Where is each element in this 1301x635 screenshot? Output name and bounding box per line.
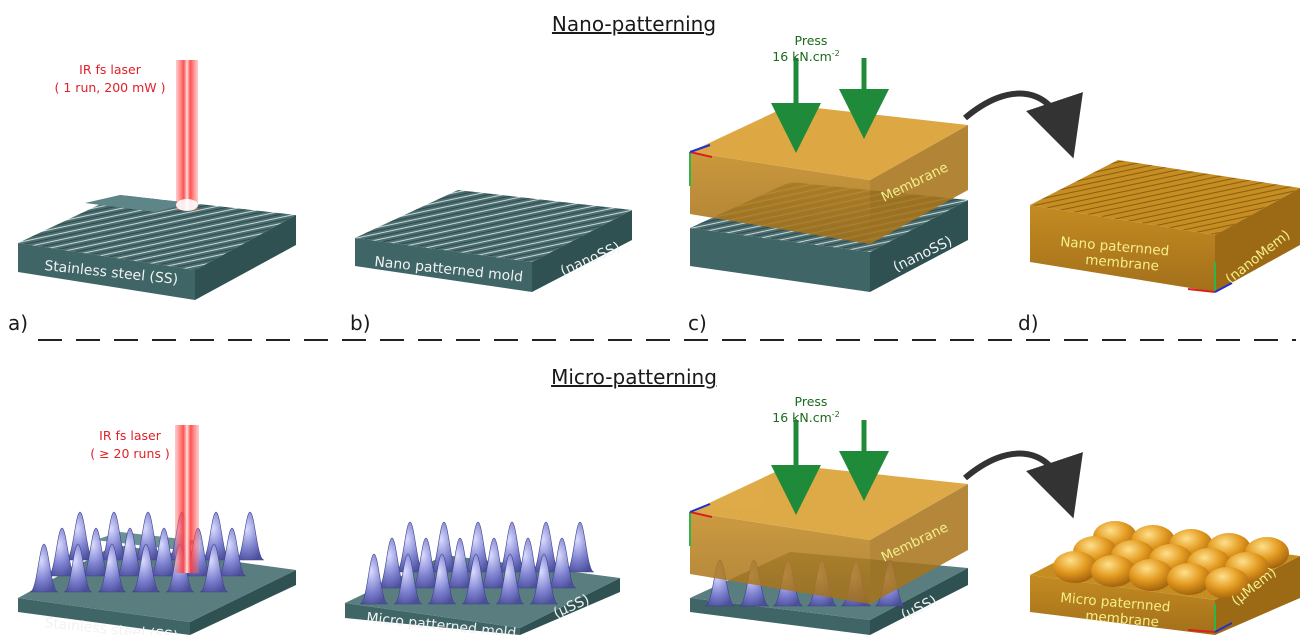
micro-peak — [529, 553, 559, 605]
micro-peak — [393, 553, 423, 605]
micro-mem-axis-red — [1187, 629, 1216, 633]
micro-peak — [217, 527, 247, 577]
nano-membrane-result-line2: membrane — [1085, 252, 1160, 274]
micro-press-force: 16 kN.cm-2 — [772, 410, 839, 425]
micro-peak — [97, 543, 127, 593]
nano-patterning-title: Nano-patterning — [552, 12, 716, 36]
nano-steel-block — [18, 195, 296, 300]
panel-c-letter: c) — [688, 311, 707, 335]
micro-peak — [495, 553, 525, 605]
micro-peak — [359, 553, 389, 605]
panel-a-letter: a) — [8, 311, 28, 335]
panel-b-letter: b) — [350, 311, 371, 335]
micro-peak — [63, 543, 93, 593]
micro-mem-axis-blue — [1214, 622, 1233, 633]
nano-press-label: Press — [795, 33, 828, 48]
micro-laser-params: ( ≥ 20 runs ) — [90, 446, 170, 461]
micro-laser-beam — [175, 425, 199, 573]
axis-blue — [689, 144, 711, 153]
micro-peaks-b — [359, 521, 595, 605]
nano-membrane-block — [690, 105, 968, 244]
micro-axis-blue — [689, 503, 711, 513]
nano-membrane-result — [1030, 160, 1300, 292]
micro-membrane-result-line2: membrane — [1085, 608, 1160, 630]
micro-peaks-a — [29, 511, 265, 593]
micro-press-label: Press — [795, 394, 828, 409]
micro-domes — [1053, 521, 1289, 599]
micro-peak — [547, 537, 577, 589]
micro-peak — [565, 521, 595, 573]
panel-d-letter: d) — [1018, 311, 1039, 335]
micro-peak — [131, 543, 161, 593]
micro-dome — [1091, 555, 1135, 587]
micro-dome — [1205, 567, 1249, 599]
nano-laser-name: IR fs laser — [79, 62, 142, 77]
micro-laser-name: IR fs laser — [99, 428, 162, 443]
nano-laser-params: ( 1 run, 200 mW ) — [55, 80, 166, 95]
nano-transfer-arrow — [963, 90, 1083, 159]
nano-press-force: 16 kN.cm-2 — [772, 49, 839, 64]
micro-peak — [235, 511, 265, 561]
nano-axis-blue — [1214, 282, 1233, 293]
nano-axis-red — [1187, 288, 1216, 293]
nano-laser-beam — [176, 60, 198, 210]
micro-patterning-title: Micro-patterning — [551, 365, 717, 389]
micro-dome — [1167, 563, 1211, 595]
micro-dome — [1053, 551, 1097, 583]
micro-peak — [461, 553, 491, 605]
laser-spot — [176, 199, 198, 211]
micro-dome — [1129, 559, 1173, 591]
micro-transfer-arrow — [963, 450, 1083, 519]
micro-axis-red — [689, 511, 713, 518]
micro-membrane-block — [690, 465, 968, 604]
axis-red — [689, 151, 713, 158]
micro-peak — [427, 553, 457, 605]
micro-peak — [29, 543, 59, 593]
nano-mold-block — [355, 190, 632, 292]
micro-peak — [199, 543, 229, 593]
